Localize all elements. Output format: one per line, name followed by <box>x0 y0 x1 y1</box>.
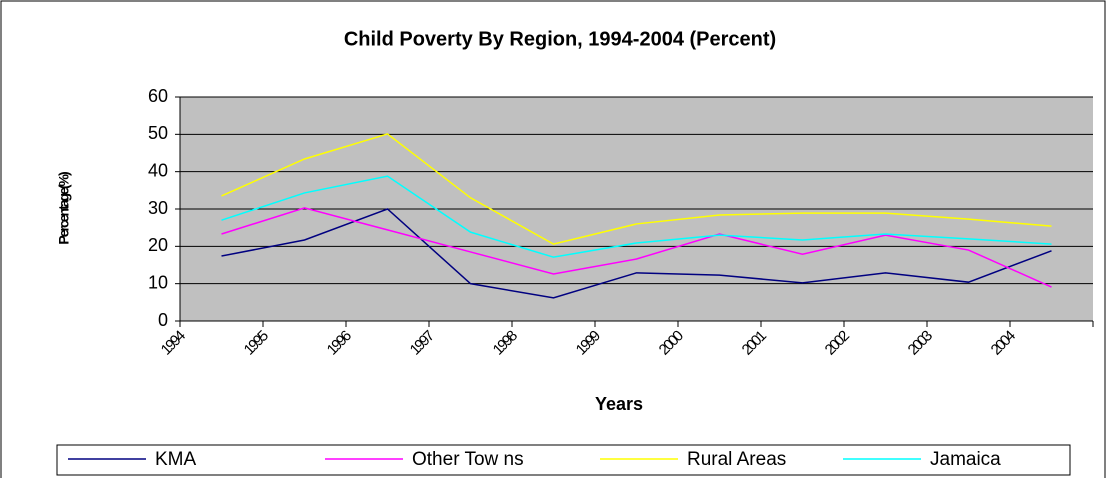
y-tick-label: 60 <box>148 86 168 106</box>
series-line <box>221 207 1052 288</box>
series-line <box>221 133 1052 245</box>
legend-label: Rural Areas <box>687 449 786 470</box>
y-tick-label: 20 <box>148 235 168 255</box>
legend <box>56 444 1071 476</box>
y-tick-label: 10 <box>148 272 168 292</box>
legend-label: KMA <box>155 449 197 470</box>
series-line <box>221 175 1052 258</box>
y-tick-label: 0 <box>158 310 168 330</box>
y-axis-label: Percentage(%) <box>56 172 72 245</box>
y-tick-label: 30 <box>148 198 168 218</box>
legend-label: Jamaica <box>930 449 1001 470</box>
y-tick-label: 50 <box>148 123 168 143</box>
chart-title: Child Poverty By Region, 1994-2004 (Perc… <box>344 28 776 50</box>
x-axis-label: Years <box>595 394 643 414</box>
y-tick-label: 40 <box>148 160 168 180</box>
legend-label: Other Tow ns <box>412 449 524 470</box>
series-line <box>221 208 1052 299</box>
